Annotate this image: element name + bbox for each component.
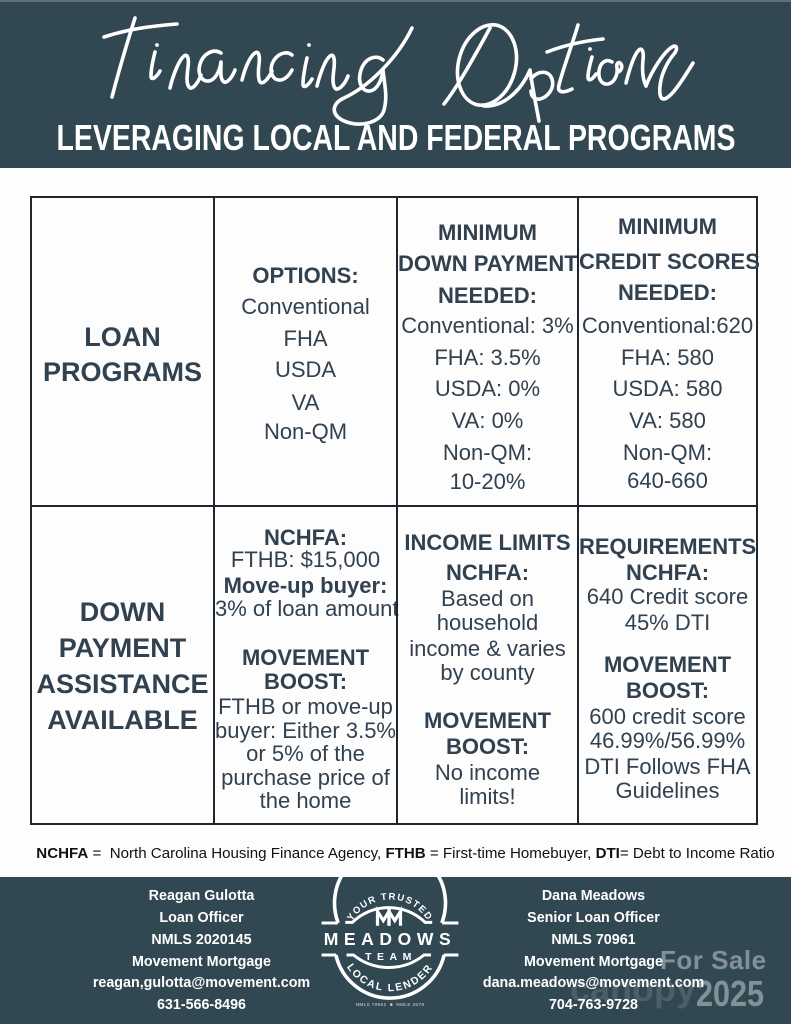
svg-text:MEADOWS: MEADOWS: [324, 929, 457, 949]
svg-text:NMLS 70961 ■ NMLS 2679: NMLS 70961 ■ NMLS 2679: [356, 1002, 425, 1007]
svg-text:TEAM: TEAM: [365, 951, 417, 963]
